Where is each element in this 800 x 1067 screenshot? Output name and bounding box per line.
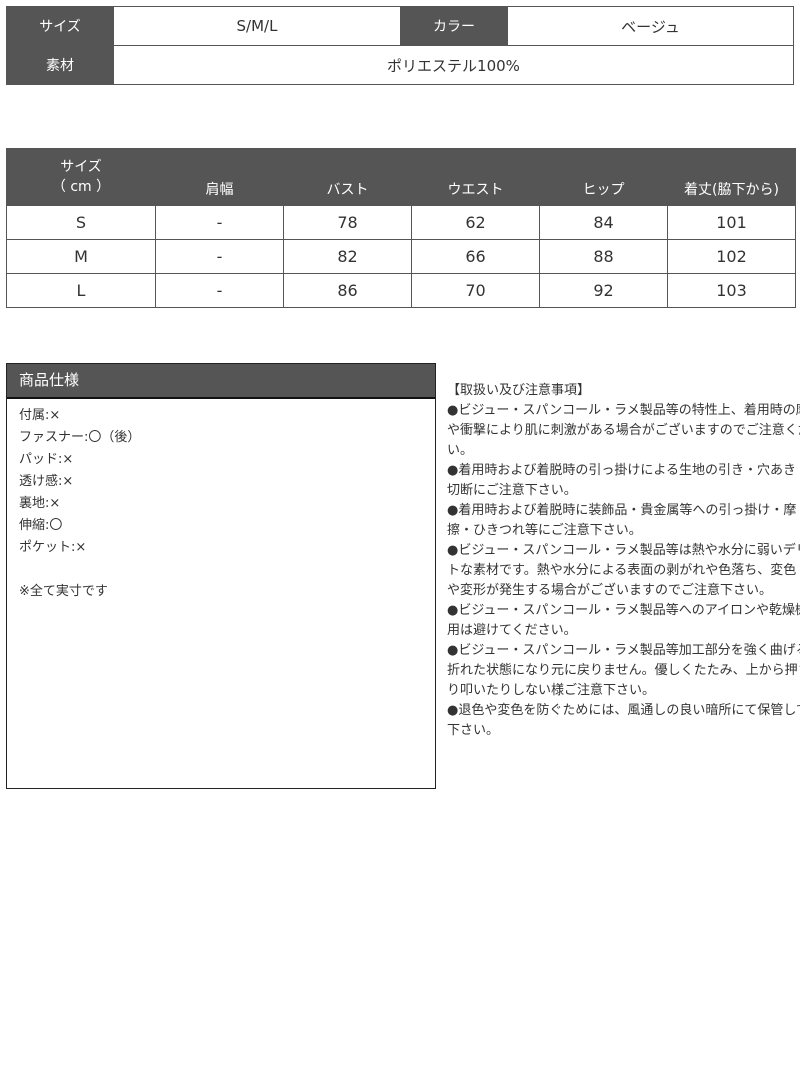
row-size: S (6, 205, 156, 240)
cell: 86 (283, 273, 412, 308)
note-line: 用は避けてください。 (447, 623, 577, 638)
spec-item: 伸縮:〇 (19, 518, 63, 533)
table-row: M -82 66 88 102 (6, 239, 796, 274)
spec-note: ※全て実寸です (19, 584, 108, 599)
cell: 84 (539, 205, 668, 240)
spec-item: 付属:× (19, 408, 61, 423)
spec-item: ポケット:× (19, 540, 87, 555)
color-value: ベージュ (507, 6, 794, 46)
note-line: ●ビジュー・スパンコール・ラメ製品等へのアイロンや乾燥機の使 (447, 603, 800, 618)
row-size: L (6, 273, 156, 308)
note-line: ●ビジュー・スパンコール・ラメ製品等の特性上、着用時の摩擦 (447, 403, 800, 418)
spec-item: ファスナー:〇（後） (19, 430, 141, 445)
cell: 62 (411, 205, 540, 240)
spec-item: 透け感:× (19, 474, 74, 489)
header-size-label: サイズ (60, 159, 102, 175)
note-line: ●着用時および着脱時の引っ掛けによる生地の引き・穴あき・ (447, 463, 800, 478)
size-chart-header: サイズ （ cm ） 肩幅 バスト ウエスト ヒップ 着丈(脇下から) (6, 148, 796, 206)
spec-item: 裏地:× (19, 496, 61, 511)
cell: 88 (539, 239, 668, 274)
header-col: バスト (283, 148, 412, 206)
cell: - (155, 273, 284, 308)
note-line: 折れた状態になり元に戻りません。優しくたたみ、上から押さえた (447, 663, 800, 678)
header-col: 着丈(脇下から) (667, 148, 796, 206)
cell: 78 (283, 205, 412, 240)
cell: 102 (667, 239, 796, 274)
note-line: ●着用時および着脱時に装飾品・貴金属等への引っ掛け・摩 (447, 503, 797, 518)
header-unit-label: （ cm ） (51, 179, 111, 195)
note-line: や衝撃により肌に刺激がある場合がございますのでご注意くださ (447, 423, 800, 438)
note-line: や変形が発生する場合がございますのでご注意下さい。 (447, 583, 773, 598)
note-line: ●ビジュー・スパンコール・ラメ製品等は熱や水分に弱いデリケー (447, 543, 800, 558)
cell: 82 (283, 239, 412, 274)
cell: 66 (411, 239, 540, 274)
note-line: い。 (447, 443, 474, 458)
note-line: トな素材です。熱や水分による表面の剥がれや色落ち、変色 (447, 563, 797, 578)
row-size: M (6, 239, 156, 274)
header-col: ヒップ (539, 148, 668, 206)
note-line: 擦・ひきつれ等にご注意下さい。 (447, 523, 642, 538)
spec-title: 商品仕様 (7, 364, 435, 399)
header-col: 肩幅 (155, 148, 284, 206)
material-label: 素材 (6, 45, 114, 85)
table-row: S -78 62 84 101 (6, 205, 796, 240)
material-value: ポリエステル100% (113, 45, 794, 85)
cell: - (155, 239, 284, 274)
note-line: り叩いたりしない様ご注意下さい。 (447, 683, 656, 698)
header-col: ウエスト (411, 148, 540, 206)
note-line: ●ビジュー・スパンコール・ラメ製品等加工部分を強く曲げると (447, 643, 800, 658)
cell: - (155, 205, 284, 240)
cell: 101 (667, 205, 796, 240)
cell: 92 (539, 273, 668, 308)
product-spec-box: 商品仕様 付属:× ファスナー:〇（後） パッド:× 透け感:× 裏地:× 伸縮:〇ポケッ… (6, 363, 436, 789)
cell: 70 (411, 273, 540, 308)
note-line: 下さい。 (447, 723, 500, 738)
header-size: サイズ （ cm ） (6, 148, 156, 206)
color-label: カラー (400, 6, 508, 46)
note-line: 切断にご注意下さい。 (447, 483, 577, 498)
notes-title: 【取扱い及び注意事項】 (447, 383, 591, 398)
size-chart-table: サイズ（ cm ） 肩幅 バスト ウエスト ヒップ 着丈(脇下から) S -78 6… (6, 148, 796, 308)
size-value: S/M/L (113, 6, 401, 46)
cell: 103 (667, 273, 796, 308)
care-notes: 【取扱い及び注意事項】 ●ビジュー・スパンコール・ラメ製品等の特性上、着用時の摩… (447, 381, 800, 741)
note-line: ●退色や変色を防ぐためには、風通しの良い暗所にて保管して (447, 703, 800, 718)
size-label: サイズ (6, 6, 114, 46)
basic-info-table: サイズ S/M/L カラー ベージュ 素材 ポリエステル100% (6, 6, 794, 85)
table-row: L -86 70 92 103 (6, 273, 796, 308)
spec-item: パッド:× (19, 452, 74, 467)
